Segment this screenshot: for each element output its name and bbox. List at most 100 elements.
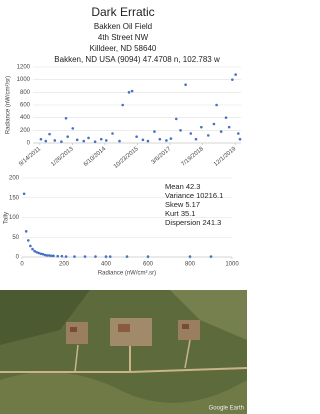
data-point xyxy=(239,138,242,141)
annotation: Kurt 35.1 xyxy=(165,209,195,218)
satellite-image: Google Earth xyxy=(0,290,247,414)
y-axis-title: Radiance (nW/cm²/sr) xyxy=(6,76,12,134)
data-point xyxy=(60,140,63,143)
x-tick-label: 6/10/2014 xyxy=(83,146,108,168)
chart-title: Bakken, ND USA (9094) 47.4708 n, 102.783… xyxy=(54,55,220,64)
x-tick-label: 7/19/2018 xyxy=(181,146,206,168)
data-point xyxy=(61,255,64,258)
annotation: Variance 10216.1 xyxy=(165,191,223,200)
x-tick-label: 0 xyxy=(20,262,24,268)
x-tick-label: 9/14/2011 xyxy=(18,146,42,168)
y-tick-label: 200 xyxy=(20,128,31,134)
data-point xyxy=(142,139,145,142)
data-point xyxy=(234,73,237,76)
y-tick-label: 0 xyxy=(27,141,31,147)
data-point xyxy=(29,245,32,248)
data-point xyxy=(153,130,156,133)
data-point xyxy=(94,255,97,258)
data-point xyxy=(76,139,79,142)
data-point xyxy=(54,139,57,142)
x-tick-label: 400 xyxy=(101,262,112,268)
data-point xyxy=(165,139,168,142)
x-tick-label: 600 xyxy=(143,262,154,268)
y-tick-label: 150 xyxy=(9,195,20,201)
page: {"header": {"title": "Dark Erratic", "li… xyxy=(0,0,320,414)
data-point xyxy=(228,126,231,129)
data-point xyxy=(200,126,203,129)
data-point xyxy=(105,255,108,258)
data-point xyxy=(23,193,26,196)
data-point xyxy=(84,255,87,258)
data-point xyxy=(40,138,43,141)
page-title: Dark Erratic xyxy=(91,5,154,19)
annotation: Skew 5.17 xyxy=(165,200,200,209)
address-line: Killdeer, ND 58640 xyxy=(90,44,157,53)
data-point xyxy=(31,248,34,251)
data-point xyxy=(179,129,182,132)
data-point xyxy=(237,132,240,135)
x-axis-title: Radiance (nW/cm².sr) xyxy=(98,271,156,277)
x-tick-label: 10/23/2015 xyxy=(113,146,140,170)
data-point xyxy=(126,255,129,258)
data-point xyxy=(111,132,114,135)
data-point xyxy=(195,138,198,141)
data-point xyxy=(109,255,112,258)
y-tick-label: 600 xyxy=(20,103,31,109)
data-point xyxy=(215,104,218,107)
data-point xyxy=(128,91,131,94)
x-tick-label: 12/1/2019 xyxy=(213,146,238,168)
data-point xyxy=(159,138,162,141)
annotation: Dispersion 241.3 xyxy=(165,218,221,227)
x-tick-label: 1/26/2013 xyxy=(50,146,75,168)
x-tick-label: 200 xyxy=(59,262,70,268)
x-tick-label: 800 xyxy=(185,262,196,268)
address-line: 4th Street NW xyxy=(98,33,149,42)
data-point xyxy=(220,130,223,133)
data-point xyxy=(190,132,193,135)
data-point xyxy=(231,78,234,81)
data-point xyxy=(121,104,124,107)
x-tick-label: 3/6/2017 xyxy=(151,146,173,166)
data-point xyxy=(56,255,59,258)
data-point xyxy=(175,118,178,121)
data-point xyxy=(65,255,68,258)
data-point xyxy=(135,135,138,138)
y-tick-label: 400 xyxy=(20,115,31,121)
data-point xyxy=(131,90,134,93)
data-point xyxy=(118,140,121,143)
image-credit: Google Earth xyxy=(209,406,244,412)
y-tick-label: 1000 xyxy=(17,77,31,83)
data-point xyxy=(170,137,173,140)
data-point xyxy=(184,83,187,86)
data-point xyxy=(66,135,69,138)
address-line: Bakken Oil Field xyxy=(94,22,152,31)
data-point xyxy=(87,137,90,140)
y-tick-label: 200 xyxy=(9,176,20,182)
y-tick-label: 100 xyxy=(9,215,20,221)
data-point xyxy=(82,140,85,143)
y-tick-label: 800 xyxy=(20,90,31,96)
data-point xyxy=(189,255,192,258)
y-axis-title: Tally xyxy=(4,212,10,224)
data-point xyxy=(52,255,55,258)
x-tick-label: 1000 xyxy=(225,262,239,268)
data-point xyxy=(100,138,103,141)
y-tick-label: 0 xyxy=(16,255,20,261)
annotation: Mean 42.3 xyxy=(165,182,200,191)
data-point xyxy=(147,255,150,258)
data-point xyxy=(207,134,210,137)
screen: Dark Erratic Bakken Oil Field 4th Street… xyxy=(0,0,247,414)
data-point xyxy=(65,117,68,120)
data-point xyxy=(48,133,51,136)
data-point xyxy=(45,140,48,143)
data-point xyxy=(73,255,76,258)
data-point xyxy=(25,230,28,233)
y-tick-label: 50 xyxy=(12,235,19,241)
y-tick-label: 1200 xyxy=(17,65,31,71)
data-point xyxy=(210,255,213,258)
data-point xyxy=(27,239,30,242)
data-point xyxy=(213,123,216,126)
data-point xyxy=(147,140,150,143)
data-point xyxy=(105,139,108,142)
data-point xyxy=(71,127,74,130)
